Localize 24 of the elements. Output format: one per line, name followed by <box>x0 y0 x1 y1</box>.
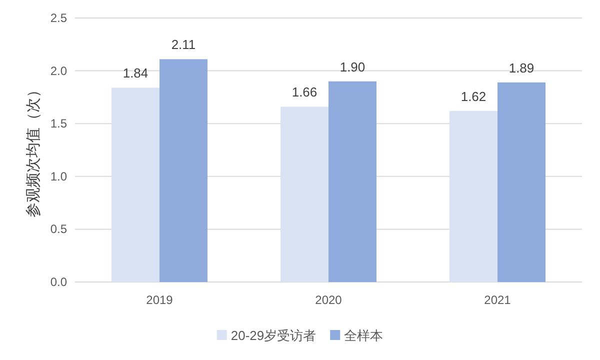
bar <box>160 59 208 282</box>
text: 0.0 <box>50 275 67 289</box>
data-label: 1.66 <box>292 84 318 100</box>
bar <box>328 81 376 282</box>
bar <box>280 106 328 282</box>
legend-label: 全样本 <box>344 328 384 343</box>
text: 2.5 <box>50 11 67 25</box>
y-axis-title: 参观频次均值（次） <box>25 82 42 218</box>
text: 1.0 <box>50 169 67 184</box>
bar <box>112 88 160 282</box>
data-label: 1.89 <box>508 60 534 76</box>
text: 2.0 <box>50 64 67 78</box>
bar <box>450 110 498 282</box>
data-label: 1.84 <box>122 66 148 81</box>
bar <box>498 82 546 282</box>
text: 1.5 <box>50 116 67 131</box>
data-label: 1.62 <box>460 88 486 104</box>
legend-label: 20-29岁受访者 <box>230 328 316 343</box>
text: 0.5 <box>50 222 67 236</box>
data-label: 2.11 <box>171 37 196 52</box>
x-tick-label: 2021 <box>484 293 512 307</box>
x-tick-label: 2020 <box>315 293 342 307</box>
x-tick-label: 2019 <box>146 293 174 307</box>
data-label: 1.90 <box>340 59 366 74</box>
